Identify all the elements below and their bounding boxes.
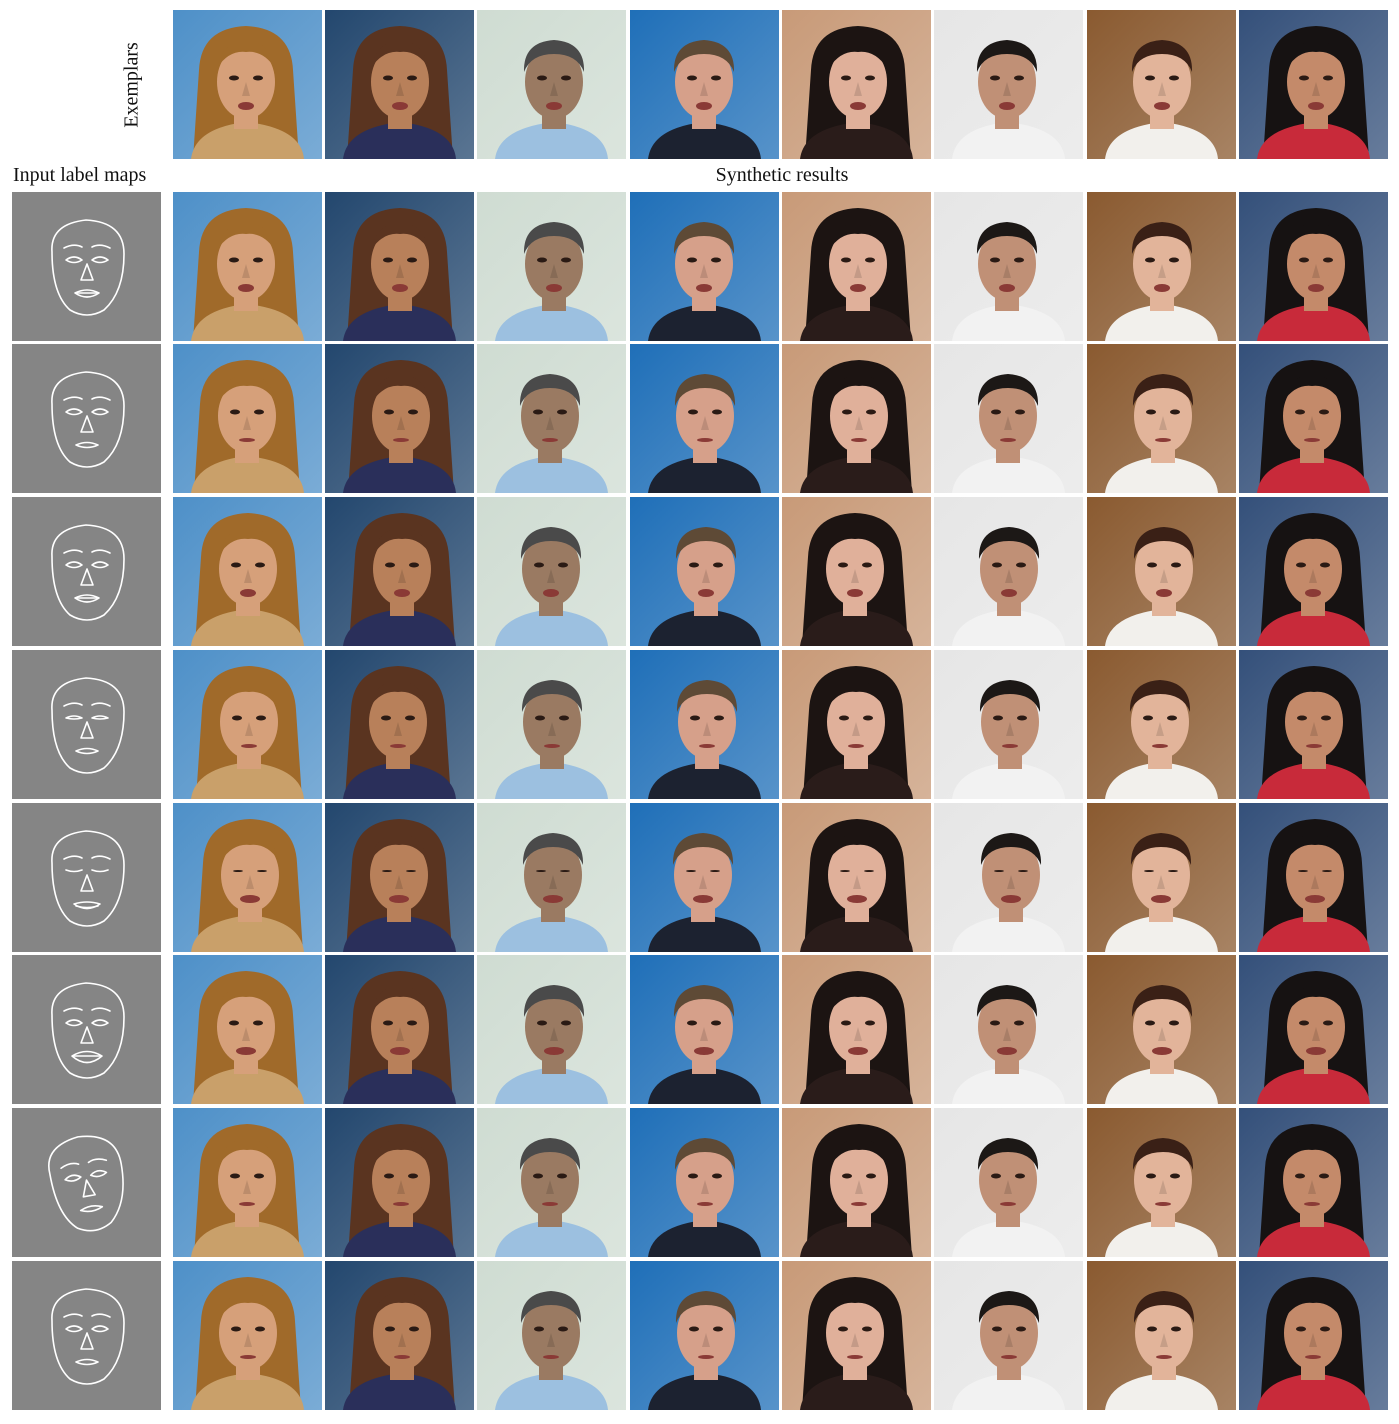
synthetic-result-image (934, 1108, 1083, 1257)
input-label-maps-caption: Input label maps (13, 164, 147, 186)
exemplar-image (325, 10, 474, 159)
synthetic-result-image (477, 192, 626, 341)
synthetic-result-image (173, 192, 322, 341)
synthetic-result-image (934, 344, 1083, 493)
input-label-map (12, 650, 161, 799)
input-label-map (12, 192, 161, 341)
synthetic-result-image (782, 1108, 931, 1257)
input-label-map (12, 803, 161, 952)
exemplar-image (934, 10, 1083, 159)
synthetic-result-image (173, 1108, 322, 1257)
synthetic-result-image (325, 650, 474, 799)
synthetic-result-image (325, 803, 474, 952)
synthetic-result-image (477, 344, 626, 493)
synthetic-result-image (1087, 955, 1236, 1104)
synthetic-result-image (1087, 192, 1236, 341)
synthetic-result-image (630, 955, 779, 1104)
input-label-map (12, 344, 161, 493)
synthetic-result-image (1239, 1261, 1388, 1410)
synthetic-result-image (934, 1261, 1083, 1410)
synthetic-result-image (782, 1261, 931, 1410)
exemplar-image (173, 10, 322, 159)
exemplar-image (782, 10, 931, 159)
synthetic-result-image (782, 955, 931, 1104)
synthetic-result-image (1087, 1261, 1236, 1410)
input-label-map (12, 1108, 161, 1257)
exemplar-image (1239, 10, 1388, 159)
synthetic-result-image (782, 803, 931, 952)
synthetic-result-image (1239, 650, 1388, 799)
synthetic-result-image (325, 497, 474, 646)
synthetic-result-image (782, 192, 931, 341)
synthetic-result-image (325, 955, 474, 1104)
synthetic-result-image (173, 650, 322, 799)
exemplars-caption: Exemplars (120, 42, 143, 128)
synthetic-result-image (477, 803, 626, 952)
synthetic-result-image (630, 497, 779, 646)
input-label-map (12, 497, 161, 646)
input-label-map (12, 1261, 161, 1410)
synthetic-result-image (477, 1261, 626, 1410)
synthetic-result-image (477, 650, 626, 799)
synthetic-result-image (1239, 1108, 1388, 1257)
synthetic-result-image (1087, 344, 1236, 493)
synthetic-result-image (934, 192, 1083, 341)
synthetic-result-image (1239, 344, 1388, 493)
synthetic-result-image (630, 1108, 779, 1257)
synthetic-result-image (477, 1108, 626, 1257)
synthetic-result-image (782, 497, 931, 646)
synthetic-result-image (173, 344, 322, 493)
synthetic-result-image (934, 497, 1083, 646)
synthetic-result-image (325, 1261, 474, 1410)
synthetic-result-image (630, 344, 779, 493)
input-label-map (12, 955, 161, 1104)
synthetic-result-image (325, 344, 474, 493)
synthetic-result-image (1087, 497, 1236, 646)
exemplar-image (1087, 10, 1236, 159)
synthetic-result-image (173, 1261, 322, 1410)
synthetic-result-image (630, 650, 779, 799)
synthetic-result-image (1239, 955, 1388, 1104)
synthetic-result-image (934, 803, 1083, 952)
synthetic-result-image (477, 955, 626, 1104)
synthetic-results-caption: Synthetic results (715, 164, 849, 186)
synthetic-result-image (782, 650, 931, 799)
synthetic-result-image (782, 344, 931, 493)
synthetic-result-image (173, 955, 322, 1104)
synthetic-result-image (477, 497, 626, 646)
exemplar-image (477, 10, 626, 159)
synthetic-result-image (1239, 803, 1388, 952)
synthetic-result-image (934, 955, 1083, 1104)
synthetic-result-image (934, 650, 1083, 799)
synthetic-result-image (173, 803, 322, 952)
exemplar-image (630, 10, 779, 159)
synthetic-result-image (1087, 650, 1236, 799)
synthetic-result-image (630, 803, 779, 952)
synthetic-result-image (1239, 497, 1388, 646)
synthetic-result-image (1239, 192, 1388, 341)
synthetic-result-image (1087, 803, 1236, 952)
synthetic-result-image (1087, 1108, 1236, 1257)
synthetic-result-image (630, 1261, 779, 1410)
synthetic-result-image (630, 192, 779, 341)
synthetic-result-image (173, 497, 322, 646)
synthetic-result-image (325, 1108, 474, 1257)
synthetic-result-image (325, 192, 474, 341)
